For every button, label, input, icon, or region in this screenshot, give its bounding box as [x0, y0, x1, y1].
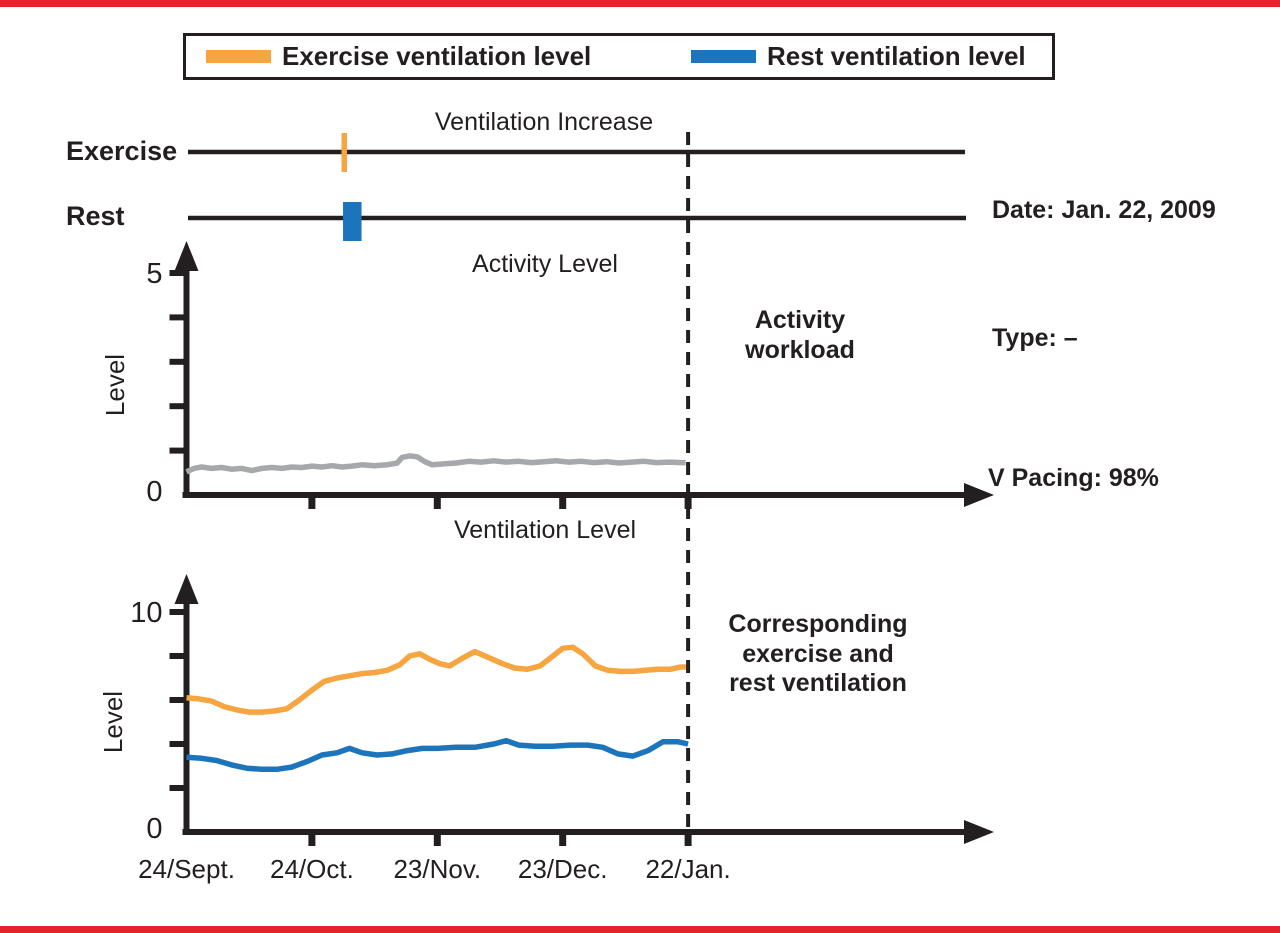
x-tick-label: 24/Oct.: [270, 854, 354, 884]
top-border: [0, 0, 1280, 7]
bottom-border: [0, 926, 1280, 933]
x-tick-label: 23/Dec.: [518, 854, 608, 884]
rest-increase-marker: [343, 202, 362, 241]
y-tick-label: 10: [130, 597, 162, 629]
x-tick-label: 22/Jan.: [645, 854, 730, 884]
exercise-legend-swatch: [206, 50, 271, 63]
v-pacing-value: V Pacing: 98%: [988, 464, 1159, 492]
rest-legend-label: Rest ventilation level: [767, 41, 1026, 71]
x-tick-label: 24/Sept.: [138, 854, 235, 884]
rest-ventilation-level-line: [186, 737, 689, 773]
date-value: Date: Jan. 22, 2009: [992, 196, 1216, 224]
type-value: Type: –: [992, 324, 1078, 352]
y-tick-label: 5: [146, 258, 162, 290]
corresponding-ventilation-annotation: Corresponding exercise and rest ventilat…: [728, 610, 908, 697]
x-axis-arrow: [964, 483, 994, 507]
y-tick-label: 0: [146, 813, 162, 845]
exercise-ventilation-level-line: [186, 644, 689, 715]
activity-workload-annotation: Activity workload: [745, 306, 855, 364]
x-tick-label: 23/Nov.: [393, 854, 481, 884]
legend: Exercise ventilation level Rest ventilat…: [183, 33, 1055, 80]
y-tick-label: 0: [146, 476, 162, 508]
x-axis-arrow: [964, 820, 994, 844]
activity-chart-title: Activity Level: [472, 250, 618, 278]
legend-item-exercise: Exercise ventilation level: [206, 36, 591, 77]
legend-item-rest: Rest ventilation level: [691, 36, 1026, 77]
y-axis-arrow: [174, 574, 199, 604]
ventilation-chart-title: Ventilation Level: [453, 516, 637, 544]
activity-workload-line: [185, 453, 686, 475]
y-axis-arrow: [174, 241, 199, 271]
ventilation-increase-title: Ventilation Increase: [434, 108, 654, 136]
rest-row-label: Rest: [66, 201, 125, 231]
exercise-row-label: Exercise: [66, 136, 178, 166]
exercise-increase-marker: [341, 133, 348, 172]
rest-legend-swatch: [691, 50, 756, 63]
exercise-legend-label: Exercise ventilation level: [282, 41, 592, 71]
